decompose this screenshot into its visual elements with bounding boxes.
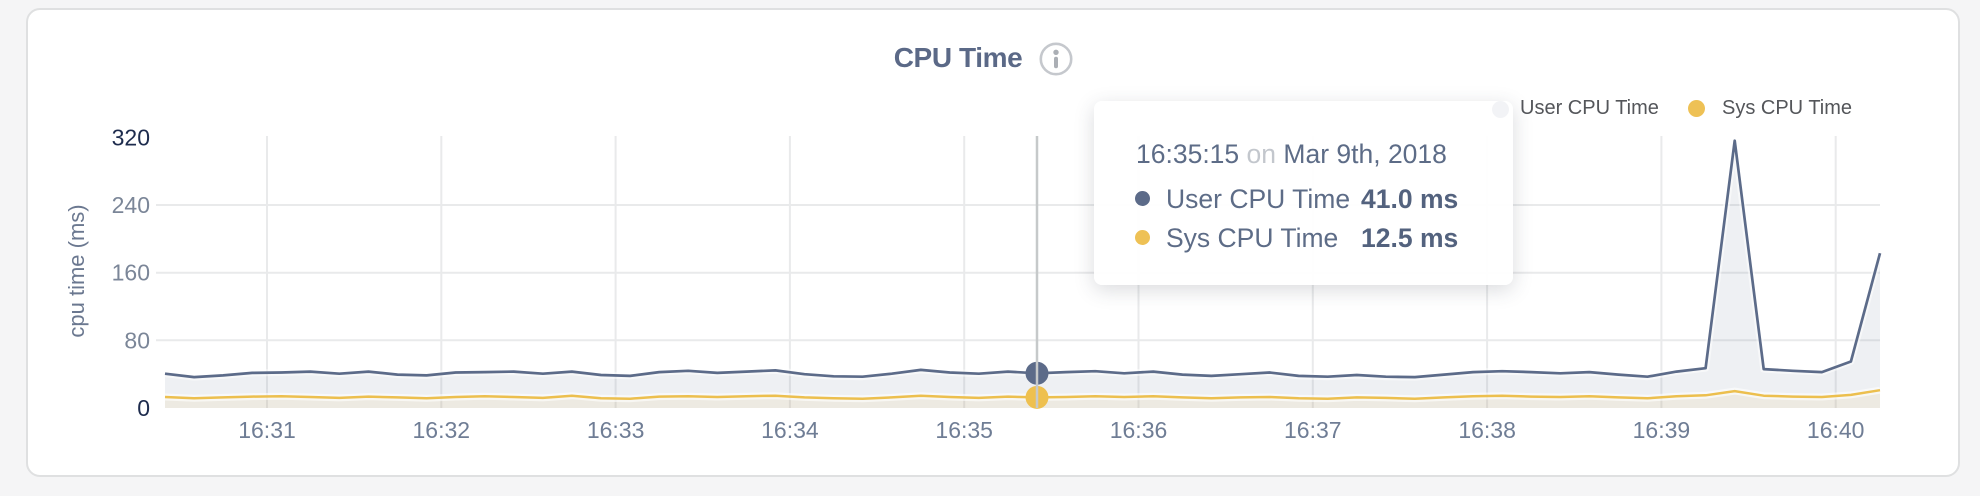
svg-text:16:40: 16:40 <box>1807 417 1865 443</box>
svg-text:16:32: 16:32 <box>413 417 471 443</box>
svg-text:cpu time (ms): cpu time (ms) <box>64 204 89 337</box>
svg-text:16:33: 16:33 <box>587 417 645 443</box>
svg-text:16:34: 16:34 <box>761 417 819 443</box>
svg-text:16:37: 16:37 <box>1284 417 1342 443</box>
svg-text:0: 0 <box>137 395 150 421</box>
svg-text:80: 80 <box>124 327 150 353</box>
svg-text:16:31: 16:31 <box>238 417 296 443</box>
svg-text:160: 160 <box>112 260 150 286</box>
svg-text:240: 240 <box>112 192 150 218</box>
svg-text:16:35: 16:35 <box>935 417 993 443</box>
svg-text:16:39: 16:39 <box>1633 417 1691 443</box>
svg-text:16:36: 16:36 <box>1110 417 1168 443</box>
svg-text:16:38: 16:38 <box>1458 417 1516 443</box>
svg-text:320: 320 <box>112 124 150 150</box>
